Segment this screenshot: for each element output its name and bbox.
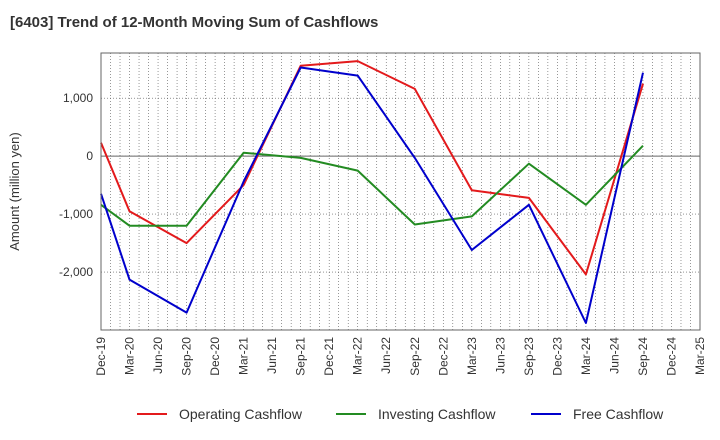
plot-frame xyxy=(100,52,701,331)
x-tick-label: Jun-24 xyxy=(607,337,621,374)
y-tick-label: -1,000 xyxy=(59,207,93,221)
x-tick-label: Jun-20 xyxy=(151,337,165,374)
series-lines xyxy=(100,60,644,324)
legend: Operating Cashflow Investing Cashflow Free… xyxy=(137,406,664,422)
series-line xyxy=(100,66,644,324)
legend-label: Operating Cashflow xyxy=(179,406,303,422)
x-tick-label: Dec-21 xyxy=(322,337,336,376)
x-tick-labels: Dec-19 Mar-20 Jun-20 Sep-20 Dec-20 Mar-21 Jun-… xyxy=(94,337,707,376)
y-tick-label: -2,000 xyxy=(59,265,93,279)
grid-lines xyxy=(101,53,700,330)
series-line xyxy=(100,145,644,227)
x-tick-label: Sep-22 xyxy=(408,337,422,376)
x-tick-label: Sep-21 xyxy=(294,337,308,376)
chart-title: [6403] Trend of 12-Month Moving Sum of C… xyxy=(10,14,379,31)
x-tick-label: Dec-20 xyxy=(208,337,222,376)
x-tick-label: Mar-24 xyxy=(579,337,593,375)
x-tick-label: Dec-23 xyxy=(550,337,564,376)
x-tick-label: Jun-21 xyxy=(265,337,279,374)
x-tick-label: Sep-23 xyxy=(522,337,536,376)
x-tick-label: Dec-24 xyxy=(664,337,678,376)
x-tick-label: Sep-20 xyxy=(180,337,194,376)
x-tick-label: Sep-24 xyxy=(636,337,650,376)
x-tick-label: Dec-22 xyxy=(436,337,450,376)
x-tick-label: Mar-21 xyxy=(237,337,251,375)
y-tick-labels: 1,000 0 -1,000 -2,000 xyxy=(59,91,93,279)
y-tick-label: 1,000 xyxy=(63,91,93,105)
x-tick-label: Mar-23 xyxy=(465,337,479,375)
x-tick-label: Mar-20 xyxy=(123,337,137,375)
x-tick-label: Jun-23 xyxy=(493,337,507,374)
x-tick-label: Mar-25 xyxy=(693,337,707,375)
plot-area xyxy=(101,53,700,330)
legend-label: Free Cashflow xyxy=(573,406,664,422)
series-line xyxy=(100,60,644,276)
x-tick-label: Jun-22 xyxy=(379,337,393,374)
x-tick-label: Dec-19 xyxy=(94,337,108,376)
y-tick-label: 0 xyxy=(86,149,93,163)
x-tick-label: Mar-22 xyxy=(351,337,365,375)
y-axis-title: Amount (million yen) xyxy=(7,132,22,251)
legend-label: Investing Cashflow xyxy=(378,406,496,422)
